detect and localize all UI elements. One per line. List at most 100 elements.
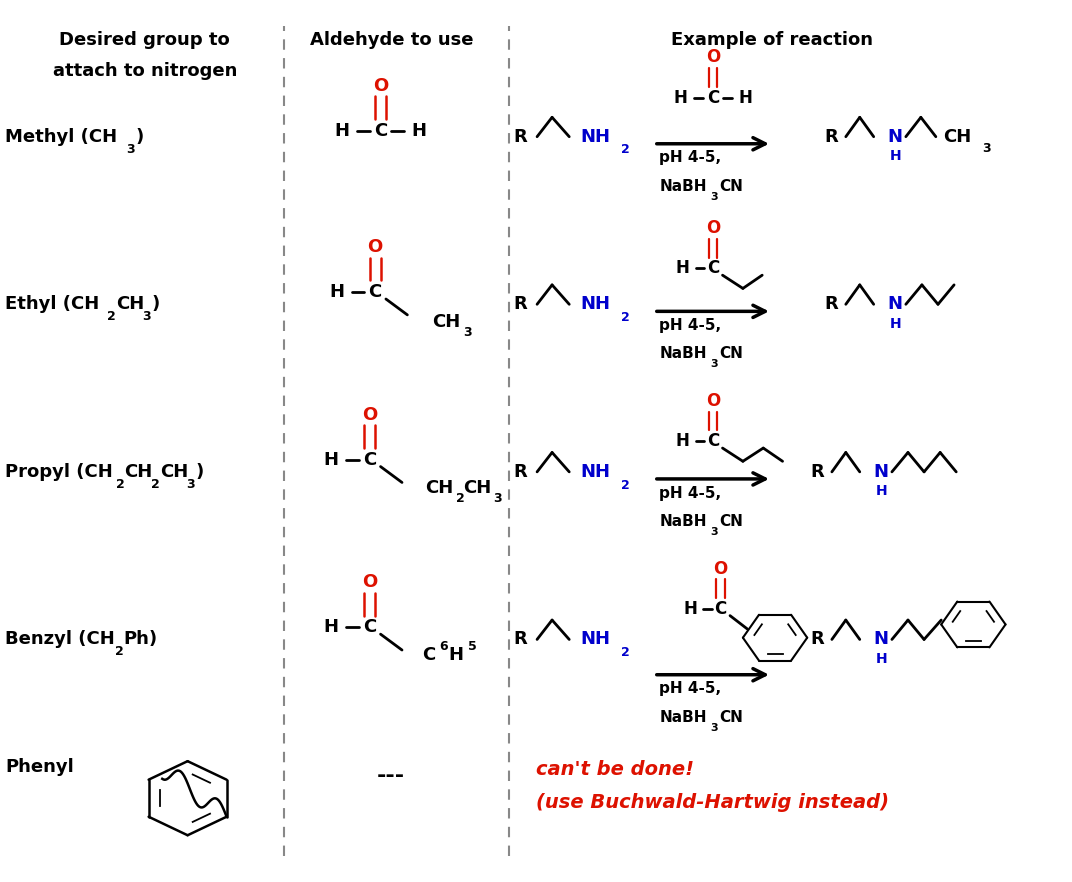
Text: CH: CH: [426, 479, 453, 497]
Text: 3: 3: [711, 191, 718, 202]
Text: C: C: [706, 432, 719, 450]
Text: 3: 3: [463, 326, 472, 339]
Text: C: C: [363, 451, 376, 468]
Text: CN: CN: [719, 709, 743, 725]
Text: (use Buchwald-Hartwig instead): (use Buchwald-Hartwig instead): [536, 793, 889, 812]
Text: C: C: [374, 122, 387, 139]
Text: H: H: [739, 89, 751, 107]
Text: H: H: [412, 122, 427, 139]
Text: pH 4-5,: pH 4-5,: [659, 318, 721, 333]
Text: H: H: [876, 484, 887, 498]
Text: 2: 2: [621, 479, 629, 491]
Text: H: H: [876, 652, 887, 666]
Text: N: N: [874, 463, 889, 481]
Text: H: H: [676, 259, 689, 277]
Text: ---: ---: [377, 766, 405, 786]
Text: ): ): [195, 463, 204, 481]
Text: Ethyl (CH: Ethyl (CH: [5, 295, 100, 313]
Text: H: H: [334, 122, 349, 139]
Text: 3: 3: [711, 527, 718, 537]
Text: N: N: [874, 631, 889, 648]
Text: NH: NH: [580, 463, 610, 481]
Text: 6: 6: [440, 640, 448, 653]
Text: 3: 3: [982, 142, 991, 154]
Text: NaBH: NaBH: [659, 513, 706, 529]
Text: CH: CH: [463, 479, 491, 497]
Text: H: H: [674, 89, 687, 107]
Text: CH: CH: [160, 463, 188, 481]
Text: Desired group to: Desired group to: [59, 31, 230, 49]
Text: 2: 2: [621, 144, 629, 156]
Text: 2: 2: [107, 310, 116, 323]
Text: Propyl (CH: Propyl (CH: [5, 463, 114, 481]
Text: H: H: [890, 317, 900, 331]
Text: Methyl (CH: Methyl (CH: [5, 128, 118, 146]
Text: O: O: [362, 573, 377, 591]
Text: NH: NH: [580, 128, 610, 146]
Text: pH 4-5,: pH 4-5,: [659, 485, 721, 501]
Text: Ph): Ph): [123, 631, 158, 648]
Text: R: R: [810, 631, 823, 648]
Text: H: H: [448, 647, 463, 664]
Text: NaBH: NaBH: [659, 178, 706, 194]
Text: R: R: [513, 631, 526, 648]
Text: CN: CN: [719, 178, 743, 194]
Text: NH: NH: [580, 295, 610, 313]
Text: Phenyl: Phenyl: [5, 759, 74, 776]
Text: O: O: [705, 392, 720, 410]
Text: ): ): [151, 295, 160, 313]
Text: R: R: [513, 128, 526, 146]
Text: C: C: [369, 283, 382, 301]
Text: pH 4-5,: pH 4-5,: [659, 150, 721, 166]
Text: NaBH: NaBH: [659, 346, 706, 362]
Text: 3: 3: [493, 492, 502, 505]
Text: CN: CN: [719, 513, 743, 529]
Text: C: C: [706, 259, 719, 277]
Text: attach to nitrogen: attach to nitrogen: [53, 62, 237, 79]
Text: 2: 2: [621, 311, 629, 324]
Text: Benzyl (CH: Benzyl (CH: [5, 631, 115, 648]
Text: C: C: [714, 600, 727, 617]
Text: R: R: [513, 295, 526, 313]
Text: 3: 3: [711, 722, 718, 733]
Text: NaBH: NaBH: [659, 709, 706, 725]
Text: O: O: [705, 220, 720, 237]
Text: C: C: [706, 89, 719, 107]
Text: H: H: [329, 283, 344, 301]
Text: 2: 2: [151, 478, 160, 490]
Text: 3: 3: [711, 359, 718, 370]
Text: can't be done!: can't be done!: [536, 759, 694, 779]
Text: 5: 5: [468, 640, 477, 653]
Text: C: C: [422, 647, 435, 664]
Text: O: O: [368, 238, 383, 256]
Text: H: H: [684, 600, 697, 617]
Text: 2: 2: [621, 647, 629, 659]
Text: N: N: [888, 128, 903, 146]
Text: ): ): [135, 128, 144, 146]
Text: CH: CH: [432, 313, 460, 331]
Text: 3: 3: [126, 143, 135, 155]
Text: NH: NH: [580, 631, 610, 648]
Text: R: R: [824, 128, 837, 146]
Text: R: R: [513, 463, 526, 481]
Text: 3: 3: [187, 478, 195, 490]
Text: Aldehyde to use: Aldehyde to use: [310, 31, 473, 49]
Text: H: H: [676, 432, 689, 450]
Text: H: H: [324, 451, 339, 468]
Text: Example of reaction: Example of reaction: [671, 31, 873, 49]
Text: R: R: [810, 463, 823, 481]
Text: O: O: [362, 406, 377, 423]
Text: N: N: [888, 295, 903, 313]
Text: O: O: [713, 560, 728, 578]
Text: H: H: [324, 618, 339, 636]
Text: CH: CH: [116, 295, 144, 313]
Text: 2: 2: [456, 492, 464, 505]
Text: pH 4-5,: pH 4-5,: [659, 681, 721, 697]
Text: CH: CH: [124, 463, 152, 481]
Text: 2: 2: [116, 478, 124, 490]
Text: H: H: [890, 149, 900, 163]
Text: 3: 3: [143, 310, 151, 323]
Text: O: O: [705, 49, 720, 66]
Text: C: C: [363, 618, 376, 636]
Text: CN: CN: [719, 346, 743, 362]
